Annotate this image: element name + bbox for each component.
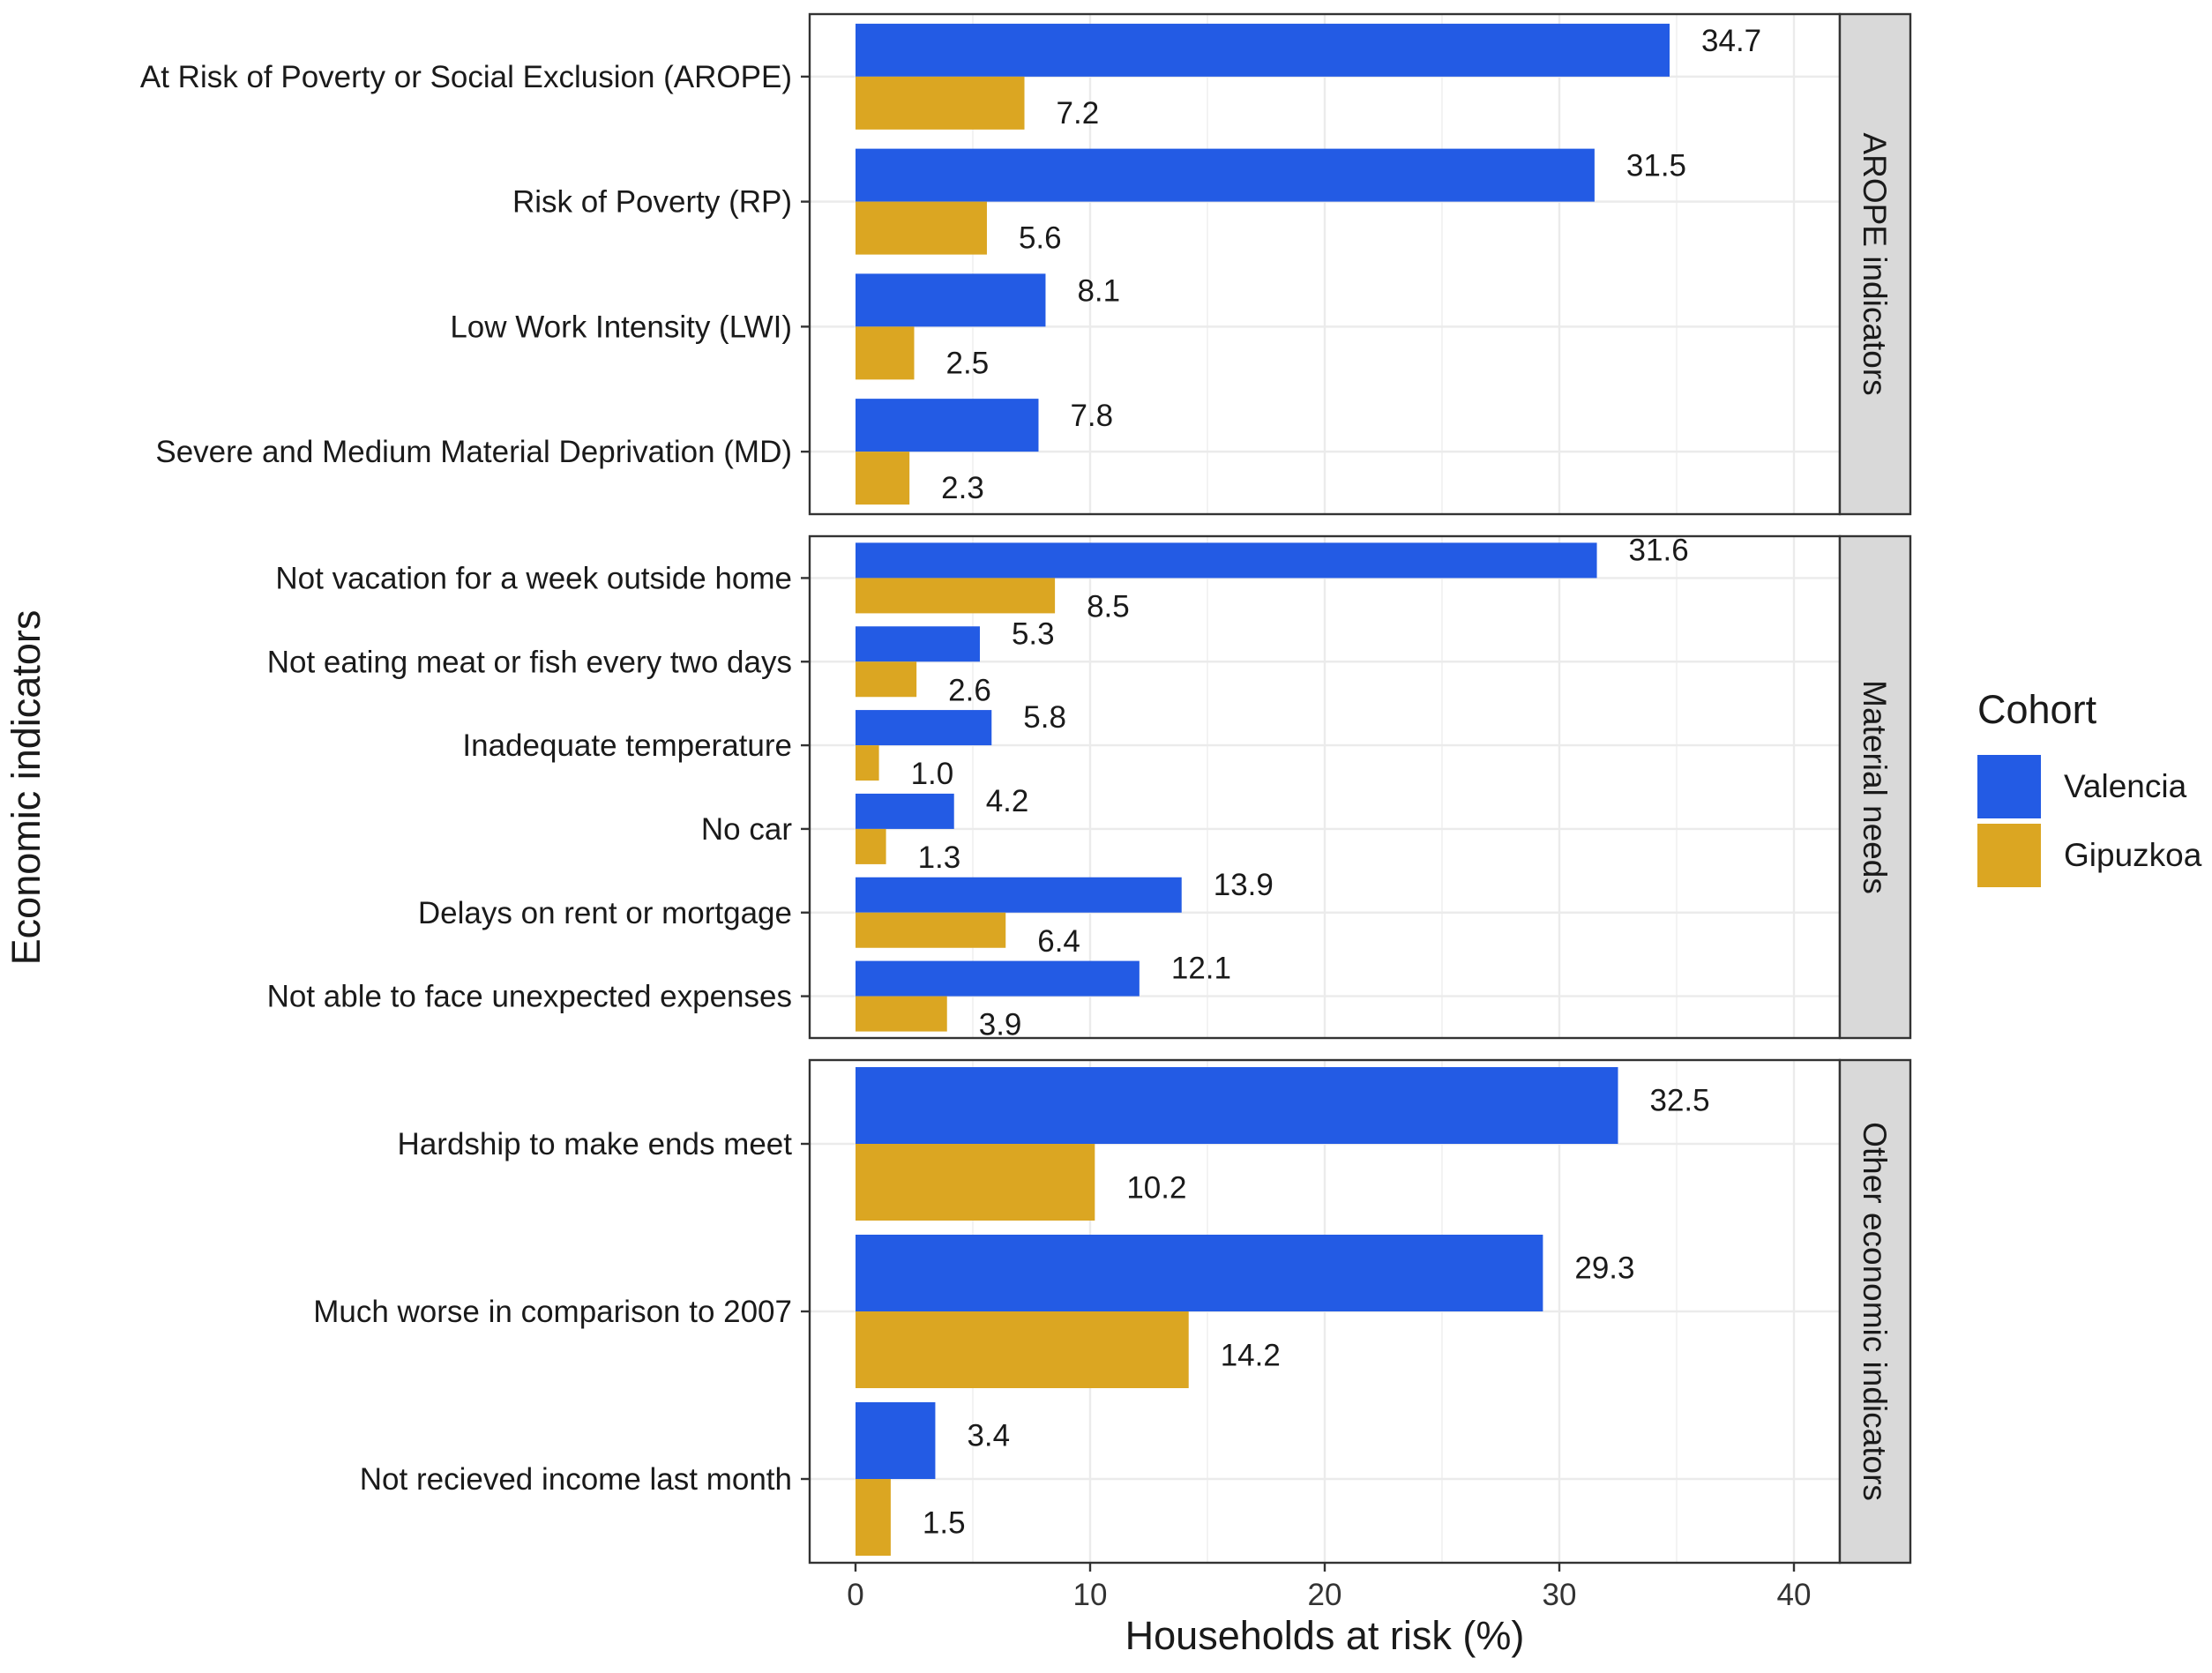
facet-panel: 34.7 7.2 At Risk of Poverty or Social Excl…: [140, 12, 1912, 516]
value-label-valencia: 12.1: [1171, 952, 1231, 986]
x-axis: 0 10 20 30 40: [847, 1563, 1811, 1612]
facet-strip-label: AROPE indicators: [1857, 132, 1893, 395]
x-tick-label: 20: [1308, 1578, 1342, 1612]
value-label-gipuzkoa: 14.2: [1221, 1339, 1281, 1373]
bar-gipuzkoa: [856, 452, 910, 505]
x-axis-title: Households at risk (%): [1125, 1613, 1525, 1658]
category-label: Hardship to make ends meet: [398, 1127, 793, 1161]
legend-label-gipuzkoa: Gipuzkoa: [2064, 837, 2202, 873]
value-label-valencia: 13.9: [1214, 868, 1274, 902]
category-label: Delays on rent or mortgage: [418, 896, 792, 930]
facet-strip-label: Other economic indicators: [1857, 1122, 1893, 1501]
panels-layer: 34.7 7.2 At Risk of Poverty or Social Excl…: [140, 12, 1912, 1565]
value-label-gipuzkoa: 8.5: [1087, 589, 1130, 624]
legend-key-gipuzkoa: [1977, 824, 2041, 887]
value-label-valencia: 4.2: [986, 784, 1029, 818]
bar-valencia: [856, 23, 1670, 77]
bar-gipuzkoa: [856, 1479, 891, 1556]
value-label-gipuzkoa: 2.3: [941, 471, 984, 505]
category-label: Not eating meat or fish every two days: [267, 645, 792, 679]
category-label: Risk of Poverty (RP): [512, 185, 792, 220]
facet-strip: [1838, 1058, 1912, 1565]
value-label-valencia: 29.3: [1574, 1251, 1634, 1286]
value-label-valencia: 32.5: [1650, 1084, 1710, 1118]
legend-label-valencia: Valencia: [2064, 768, 2187, 804]
category-label: Not recieved income last month: [360, 1462, 792, 1497]
value-label-gipuzkoa: 10.2: [1126, 1171, 1186, 1206]
bar-gipuzkoa: [856, 828, 886, 864]
y-axis-title: Economic indicators: [4, 610, 49, 966]
bar-valencia: [856, 710, 992, 746]
legend-title: Cohort: [1977, 687, 2097, 732]
facet-strip-label: Material needs: [1857, 680, 1893, 894]
category-label: Much worse in comparison to 2007: [313, 1295, 792, 1329]
value-label-valencia: 5.3: [1012, 616, 1055, 651]
bar-gipuzkoa: [856, 661, 917, 698]
value-label-valencia: 7.8: [1070, 399, 1113, 433]
x-tick-label: 10: [1073, 1578, 1108, 1612]
value-label-gipuzkoa: 2.6: [948, 673, 991, 707]
value-label-valencia: 34.7: [1701, 24, 1761, 58]
bar-valencia: [856, 1235, 1543, 1311]
category-label: Low Work Intensity (LWI): [450, 310, 792, 344]
bar-valencia: [856, 1402, 936, 1479]
bar-valencia: [856, 542, 1597, 579]
bar-gipuzkoa: [856, 996, 947, 1032]
bar-gipuzkoa: [856, 326, 915, 380]
value-label-valencia: 31.5: [1626, 149, 1686, 183]
value-label-gipuzkoa: 6.4: [1037, 924, 1080, 959]
facet-strip: [1838, 12, 1912, 516]
bar-gipuzkoa: [856, 745, 879, 781]
value-label-valencia: 31.6: [1629, 533, 1689, 567]
bar-gipuzkoa: [856, 578, 1056, 614]
category-label: Not vacation for a week outside home: [275, 561, 792, 595]
value-label-gipuzkoa: 3.9: [979, 1008, 1022, 1042]
value-label-gipuzkoa: 7.2: [1057, 96, 1100, 131]
bar-valencia: [856, 399, 1039, 452]
bar-valencia: [856, 148, 1595, 202]
bar-gipuzkoa: [856, 201, 987, 255]
legend: Cohort Valencia Gipuzkoa: [1977, 687, 2202, 887]
facet-strip: [1838, 534, 1912, 1040]
facet-panel: 31.6 8.5 Not vacation for a week outside h…: [267, 533, 1912, 1042]
value-label-gipuzkoa: 5.6: [1019, 221, 1062, 256]
bar-valencia: [856, 877, 1182, 913]
x-tick-label: 40: [1777, 1578, 1812, 1612]
bar-gipuzkoa: [856, 76, 1025, 130]
category-label: At Risk of Poverty or Social Exclusion (…: [140, 60, 792, 94]
value-label-valencia: 3.4: [967, 1419, 1010, 1453]
category-label: Not able to face unexpected expenses: [267, 980, 792, 1014]
bar-valencia: [856, 793, 954, 829]
facet-panel: 32.5 10.2 Hardship to make ends meet 29.3 14…: [313, 1058, 1912, 1565]
bar-valencia: [856, 273, 1046, 327]
bar-gipuzkoa: [856, 912, 1006, 948]
value-label-gipuzkoa: 2.5: [946, 346, 990, 380]
category-label: No car: [701, 812, 792, 847]
bar-gipuzkoa: [856, 1311, 1189, 1388]
value-label-gipuzkoa: 1.5: [923, 1506, 966, 1541]
value-label-valencia: 5.8: [1023, 700, 1066, 735]
bar-valencia: [856, 1067, 1618, 1144]
legend-key-valencia: [1977, 755, 2041, 818]
category-label: Inadequate temperature: [462, 728, 792, 763]
bar-valencia: [856, 960, 1140, 997]
x-tick-label: 30: [1543, 1578, 1577, 1612]
bar-valencia: [856, 626, 980, 662]
bar-gipuzkoa: [856, 1144, 1095, 1221]
x-tick-label: 0: [847, 1578, 863, 1612]
value-label-gipuzkoa: 1.0: [911, 757, 954, 791]
value-label-gipuzkoa: 1.3: [918, 840, 961, 875]
category-label: Severe and Medium Material Deprivation (…: [155, 435, 792, 469]
value-label-valencia: 8.1: [1077, 273, 1120, 308]
